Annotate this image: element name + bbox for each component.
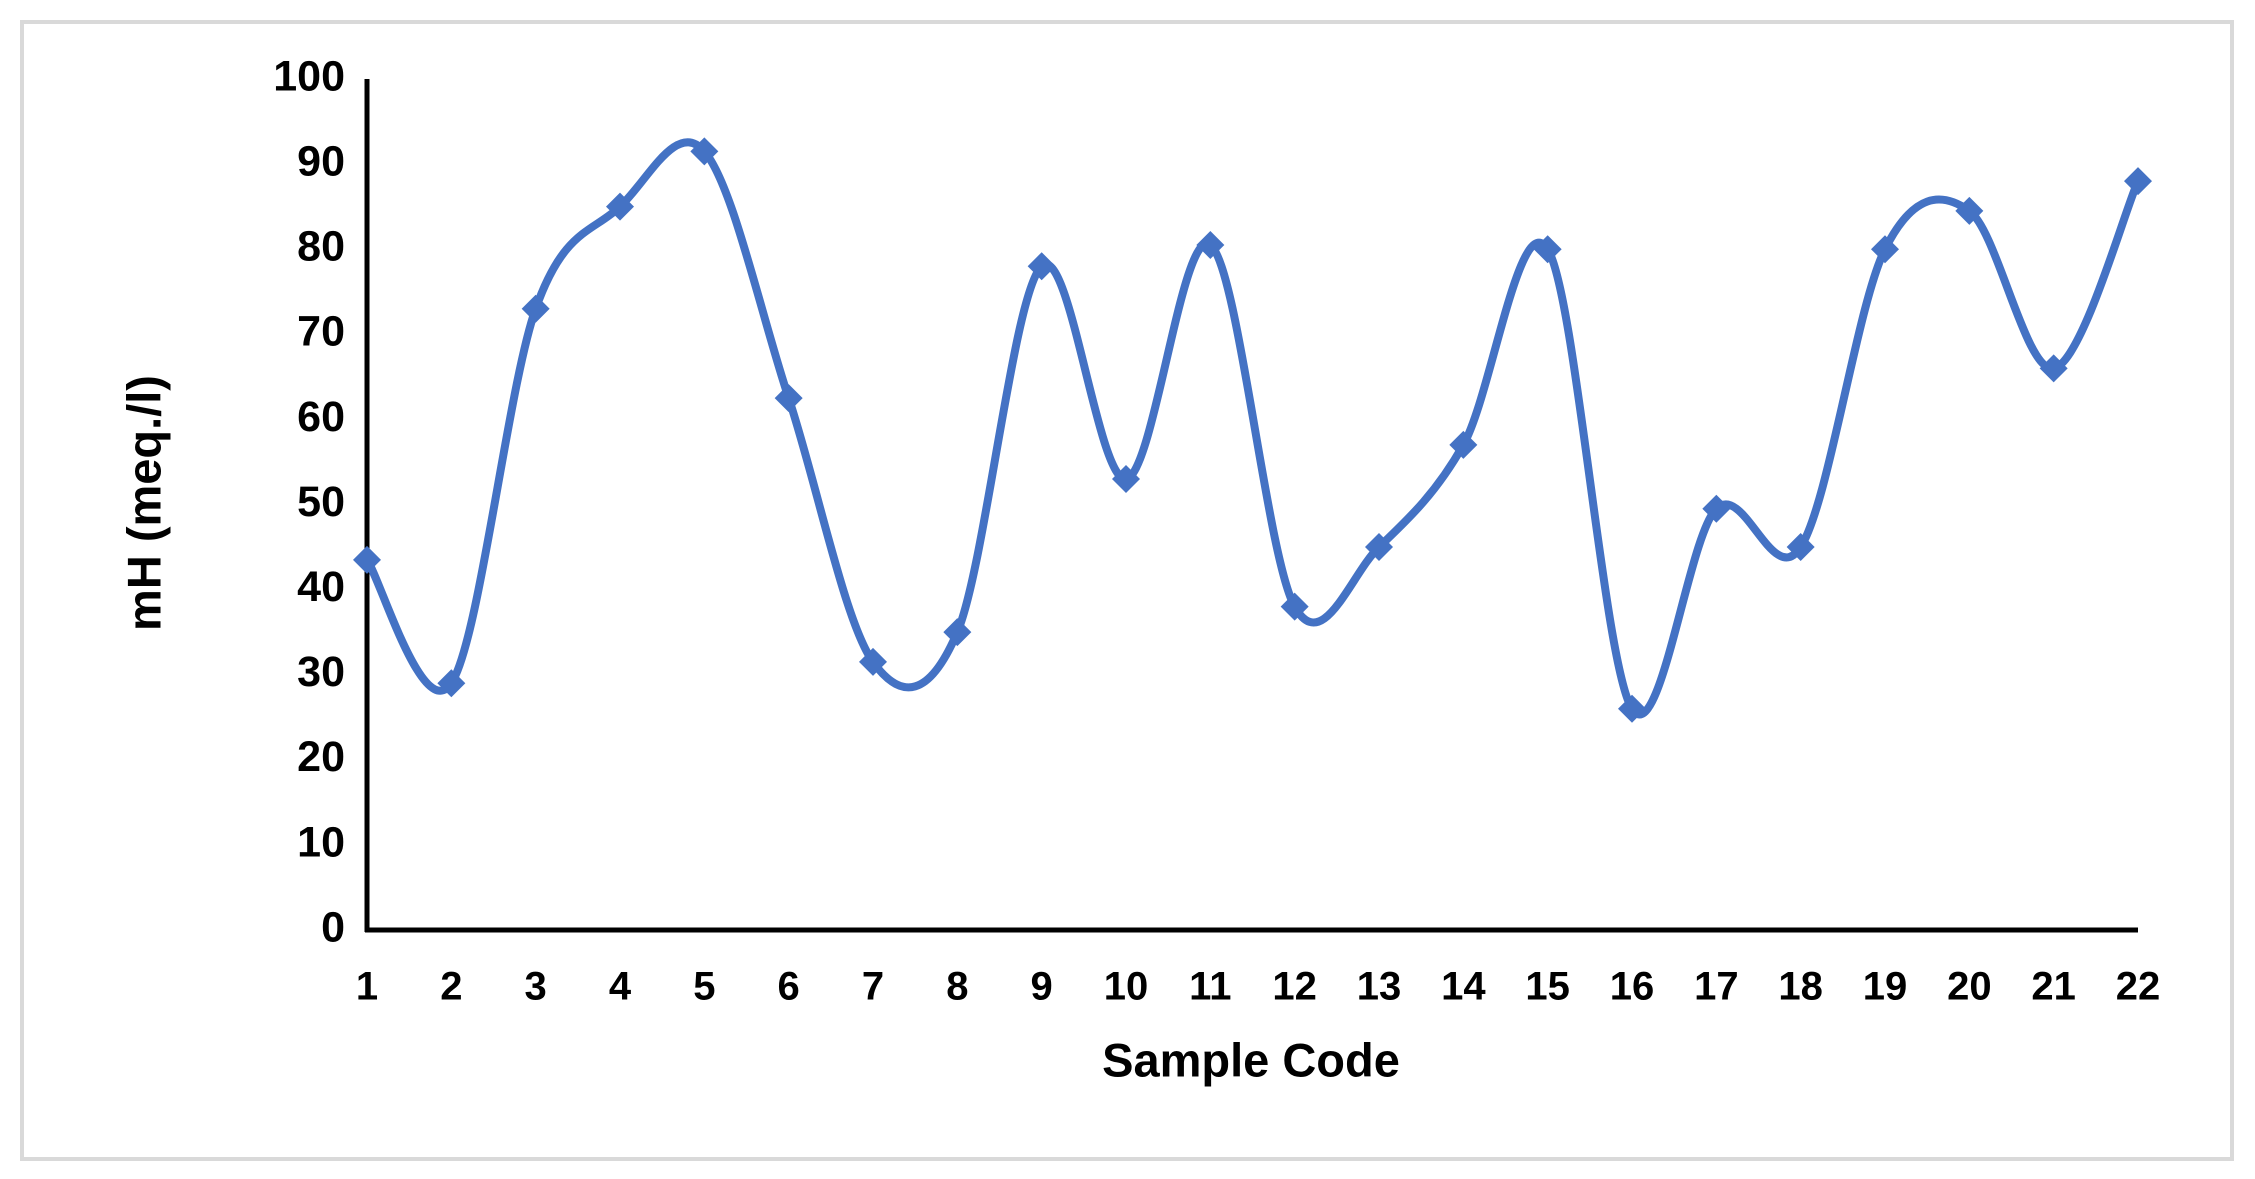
marker xyxy=(606,192,634,221)
x-tick-label: 1 xyxy=(356,965,378,1009)
marker xyxy=(437,669,466,698)
x-tick-label: 7 xyxy=(862,965,884,1009)
marker xyxy=(1702,494,1731,523)
x-tick-label: 20 xyxy=(1947,965,1992,1009)
y-tick-label: 0 xyxy=(321,903,345,951)
marker xyxy=(1955,196,1984,225)
x-tick-label: 19 xyxy=(1863,965,1908,1009)
marker xyxy=(774,384,803,413)
x-tick-label: 4 xyxy=(609,965,632,1009)
x-tick-label: 8 xyxy=(946,965,968,1009)
x-tick-label: 6 xyxy=(778,965,800,1009)
marker xyxy=(1871,235,1899,264)
x-tick-label: 15 xyxy=(1525,965,1570,1009)
marker xyxy=(2039,354,2068,383)
marker xyxy=(1786,533,1815,562)
x-axis-title: Sample Code xyxy=(1102,1033,1400,1086)
y-tick-label: 10 xyxy=(297,818,345,866)
marker xyxy=(943,618,972,647)
x-tick-label: 2 xyxy=(440,965,462,1009)
y-tick-label: 30 xyxy=(297,648,345,696)
marker xyxy=(1280,592,1309,621)
marker xyxy=(1618,694,1646,723)
x-tick-label: 22 xyxy=(2116,965,2161,1009)
x-tick-label: 5 xyxy=(693,965,715,1009)
y-tick-label: 100 xyxy=(273,52,345,100)
y-axis-title: mH (meq./l) xyxy=(117,375,170,631)
y-tick-label: 90 xyxy=(297,137,345,185)
y-tick-label: 50 xyxy=(297,478,345,526)
x-tick-label: 16 xyxy=(1610,965,1655,1009)
x-tick-label: 17 xyxy=(1694,965,1739,1009)
x-tick-label: 12 xyxy=(1272,965,1317,1009)
x-tick-label: 21 xyxy=(2031,965,2076,1009)
marker xyxy=(859,647,887,676)
marker xyxy=(1196,230,1225,259)
x-tick-label: 11 xyxy=(1189,965,1231,1009)
y-tick-label: 20 xyxy=(297,733,345,781)
marker xyxy=(2124,167,2152,196)
y-tick-label: 80 xyxy=(297,223,345,271)
y-tick-label: 60 xyxy=(297,393,345,441)
marker xyxy=(690,137,719,166)
x-tick-label: 10 xyxy=(1104,965,1149,1009)
chart-frame xyxy=(20,20,2234,1161)
x-tick-label: 18 xyxy=(1778,965,1823,1009)
marker xyxy=(1449,430,1478,459)
marker xyxy=(1365,533,1393,562)
x-tick-label: 9 xyxy=(1031,965,1053,1009)
y-tick-label: 40 xyxy=(297,563,345,611)
marker xyxy=(1027,252,1056,281)
data-line xyxy=(363,138,2142,719)
marker xyxy=(353,545,381,574)
y-tick-label: 70 xyxy=(297,308,345,356)
marker xyxy=(521,294,550,323)
x-tick-label: 3 xyxy=(525,965,547,1009)
x-tick-label: 14 xyxy=(1441,965,1486,1009)
marker xyxy=(1112,464,1140,493)
x-tick-label: 13 xyxy=(1357,965,1402,1009)
marker xyxy=(1533,235,1562,264)
